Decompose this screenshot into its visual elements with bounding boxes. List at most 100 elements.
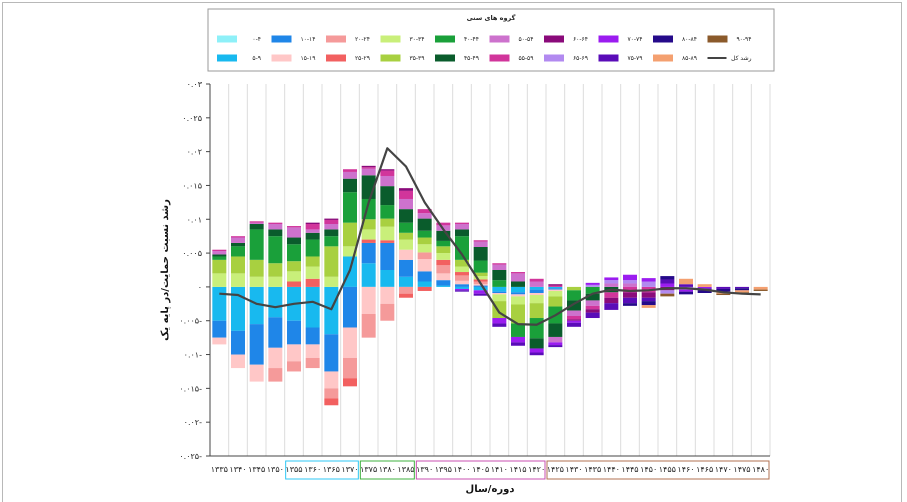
bar-segment bbox=[287, 281, 301, 287]
x-tick-label: ۱۴۱۰ bbox=[491, 465, 508, 474]
bar-segment bbox=[623, 280, 637, 284]
bar-segment bbox=[324, 388, 339, 399]
bar-segment bbox=[567, 286, 581, 291]
y-tick-label: ۰.۰۰۵- bbox=[179, 317, 202, 326]
y-tick-label: ۰.۰۰۵ bbox=[182, 249, 202, 258]
bar-segment bbox=[660, 293, 675, 297]
bar-segment bbox=[343, 246, 357, 257]
bar-segment bbox=[492, 280, 507, 287]
legend-swatch bbox=[653, 35, 673, 43]
legend-label: ۱۵-۱۹ bbox=[300, 55, 315, 62]
bar-segment bbox=[380, 205, 395, 219]
bar-segment bbox=[249, 259, 264, 277]
bar-segment bbox=[473, 279, 488, 282]
bar-segment bbox=[548, 290, 563, 297]
bar-segment bbox=[511, 286, 525, 293]
x-tick-label: ۱۳۳۵ bbox=[211, 465, 228, 474]
bar-segment bbox=[249, 364, 264, 382]
bar-segment bbox=[343, 169, 357, 172]
bar-segment bbox=[287, 344, 301, 362]
bar-segment bbox=[567, 290, 581, 301]
bar-segment bbox=[623, 297, 637, 304]
bar-segment bbox=[585, 284, 600, 287]
legend-label: ۶۰-۶۴ bbox=[573, 36, 588, 43]
bar-segment bbox=[492, 291, 507, 293]
legend-label: رشد کل bbox=[731, 55, 751, 62]
bar-segment bbox=[417, 281, 432, 287]
bar-segment bbox=[511, 342, 525, 346]
legend-label: ۶۵-۶۹ bbox=[573, 55, 588, 62]
legend-label: ۴۵-۴۹ bbox=[464, 55, 479, 62]
legend-item: ۵۵-۵۹ bbox=[489, 54, 534, 62]
legend-label: ۸۰-۸۴ bbox=[682, 36, 697, 43]
bar-segment bbox=[492, 264, 507, 270]
bar-segment bbox=[324, 229, 339, 237]
bar-segment bbox=[305, 256, 320, 267]
bar-segment bbox=[399, 286, 413, 294]
bar-segment bbox=[399, 259, 413, 277]
bar-segment bbox=[417, 252, 432, 260]
bar-segment bbox=[287, 271, 301, 282]
bar-segment bbox=[735, 286, 749, 289]
bar-segment bbox=[679, 284, 693, 287]
bar-segment bbox=[548, 342, 563, 346]
bar-segment bbox=[212, 249, 227, 252]
legend-item: ۱۰-۱۴ bbox=[271, 35, 316, 43]
bar-segment bbox=[455, 286, 469, 289]
bar-segment bbox=[567, 320, 581, 323]
legend-swatch bbox=[707, 35, 728, 43]
bar-segment bbox=[455, 259, 469, 267]
bar-segment bbox=[399, 222, 413, 233]
bar-segment bbox=[361, 165, 376, 168]
bar-segment bbox=[212, 337, 227, 345]
bar-segment bbox=[473, 286, 488, 291]
bar-segment bbox=[511, 304, 525, 324]
bar-segment bbox=[399, 293, 413, 298]
bar-segment bbox=[567, 300, 581, 311]
legend-item: ۲۰-۲۴ bbox=[326, 35, 370, 43]
bar-segment bbox=[268, 317, 283, 348]
bar-segment bbox=[623, 274, 637, 281]
bar-segment bbox=[716, 288, 731, 292]
x-tick-label: ۱۴۶۵ bbox=[696, 465, 713, 474]
bar-segment bbox=[380, 270, 395, 287]
bar-segment bbox=[287, 227, 301, 238]
bar-segment bbox=[679, 278, 693, 285]
legend-item: ۶۵-۶۹ bbox=[544, 54, 588, 62]
bar-segment bbox=[753, 289, 768, 291]
bar-segment bbox=[287, 244, 301, 262]
bar-segment bbox=[548, 284, 563, 286]
bar-segment bbox=[548, 289, 563, 291]
bar-segment bbox=[529, 318, 544, 339]
bar-segment bbox=[753, 286, 768, 290]
bar-segment bbox=[641, 305, 656, 308]
legend-label: ۷۵-۷۹ bbox=[627, 55, 642, 62]
bar-segment bbox=[623, 286, 637, 293]
bar-segment bbox=[343, 171, 357, 179]
bar-segment bbox=[567, 315, 581, 320]
bar-segment bbox=[455, 280, 469, 285]
bar-segment bbox=[473, 293, 488, 296]
x-tick-label: ۱۳۹۵ bbox=[435, 465, 452, 474]
legend-item: ۴۰-۴۴ bbox=[435, 35, 479, 43]
bar-segment bbox=[585, 282, 600, 285]
bar-segment bbox=[324, 219, 339, 225]
bar-segment bbox=[268, 224, 283, 230]
bar-segment bbox=[604, 280, 619, 284]
bar-segment bbox=[231, 242, 245, 247]
bar-segment bbox=[361, 167, 376, 169]
bar-segment bbox=[380, 240, 395, 243]
bar-segment bbox=[716, 293, 731, 296]
legend-item: ۰-۴ bbox=[217, 35, 261, 43]
bar-segment bbox=[305, 327, 320, 345]
x-tick-label: ۱۴۴۰ bbox=[603, 465, 620, 474]
legend-item: رشد کل bbox=[707, 55, 752, 62]
bar-segment bbox=[455, 275, 469, 281]
bar-segment bbox=[641, 281, 656, 287]
y-axis-title: رشد نسبت حمایت/در پایه یک bbox=[160, 199, 171, 341]
legend-swatch bbox=[435, 54, 455, 62]
period-group-box bbox=[359, 460, 415, 480]
legend-swatch bbox=[598, 35, 619, 43]
bar-segment bbox=[380, 218, 395, 227]
